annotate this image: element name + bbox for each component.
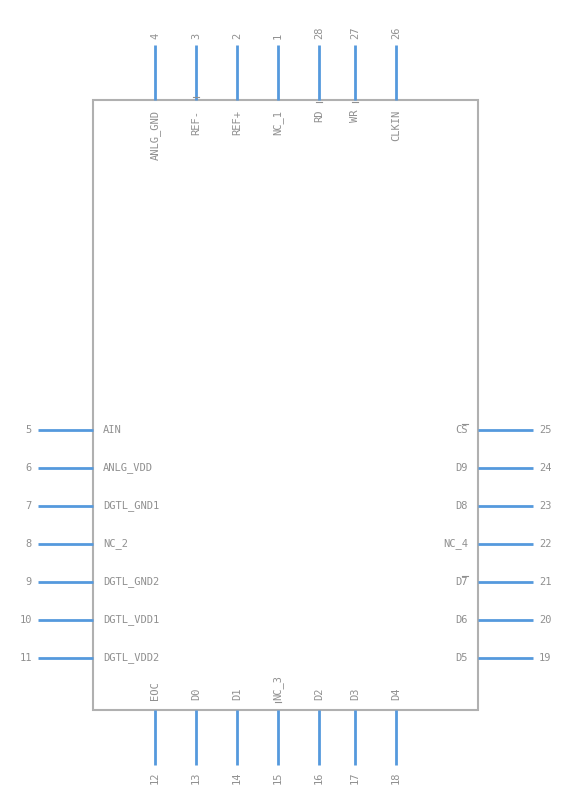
Text: 13: 13	[191, 771, 201, 784]
Text: NC_1: NC_1	[273, 110, 283, 135]
Text: 26: 26	[391, 27, 401, 39]
Text: 4: 4	[150, 33, 160, 39]
Text: 8: 8	[26, 539, 32, 549]
Text: NC_2: NC_2	[103, 539, 128, 549]
Text: D7: D7	[456, 577, 468, 587]
Text: D5: D5	[456, 653, 468, 663]
Text: 18: 18	[391, 771, 401, 784]
Text: 20: 20	[539, 615, 552, 625]
Text: DGTL_VDD2: DGTL_VDD2	[103, 653, 159, 663]
Bar	[93, 100, 478, 710]
Text: 11: 11	[19, 653, 32, 663]
Text: REF+: REF+	[232, 110, 242, 135]
Text: 23: 23	[539, 501, 552, 511]
Text: DGTL_VDD1: DGTL_VDD1	[103, 615, 159, 625]
Text: ANLG_VDD: ANLG_VDD	[103, 462, 153, 473]
Text: 9: 9	[26, 577, 32, 587]
Text: 19: 19	[539, 653, 552, 663]
Text: D6: D6	[456, 615, 468, 625]
Text: D2: D2	[314, 688, 324, 700]
Text: 2: 2	[232, 33, 242, 39]
Text: 12: 12	[150, 771, 160, 784]
Text: 7: 7	[26, 501, 32, 511]
Text: 1: 1	[273, 33, 283, 39]
Text: CS: CS	[456, 425, 468, 435]
Text: D9: D9	[456, 463, 468, 473]
Text: 27: 27	[350, 27, 360, 39]
Text: REF-: REF-	[191, 110, 201, 135]
Text: WR: WR	[350, 110, 360, 123]
Text: NC_3: NC_3	[273, 675, 283, 700]
Text: 10: 10	[19, 615, 32, 625]
Text: D1: D1	[232, 688, 242, 700]
Text: AIN: AIN	[103, 425, 122, 435]
Text: DGTL_GND1: DGTL_GND1	[103, 500, 159, 511]
Text: D8: D8	[456, 501, 468, 511]
Text: 22: 22	[539, 539, 552, 549]
Text: D3: D3	[350, 688, 360, 700]
Text: NC_4: NC_4	[443, 539, 468, 549]
Text: 25: 25	[539, 425, 552, 435]
Text: EOC: EOC	[150, 681, 160, 700]
Text: 6: 6	[26, 463, 32, 473]
Text: 17: 17	[350, 771, 360, 784]
Text: 5: 5	[26, 425, 32, 435]
Text: ANLG_GND: ANLG_GND	[149, 110, 160, 160]
Text: 15: 15	[273, 771, 283, 784]
Text: 24: 24	[539, 463, 552, 473]
Text: DGTL_GND2: DGTL_GND2	[103, 577, 159, 587]
Text: CLKIN: CLKIN	[391, 110, 401, 141]
Text: 21: 21	[539, 577, 552, 587]
Text: 14: 14	[232, 771, 242, 784]
Text: 16: 16	[314, 771, 324, 784]
Text: 3: 3	[191, 33, 201, 39]
Text: D4: D4	[391, 688, 401, 700]
Text: RD: RD	[314, 110, 324, 123]
Text: 28: 28	[314, 27, 324, 39]
Text: D0: D0	[191, 688, 201, 700]
